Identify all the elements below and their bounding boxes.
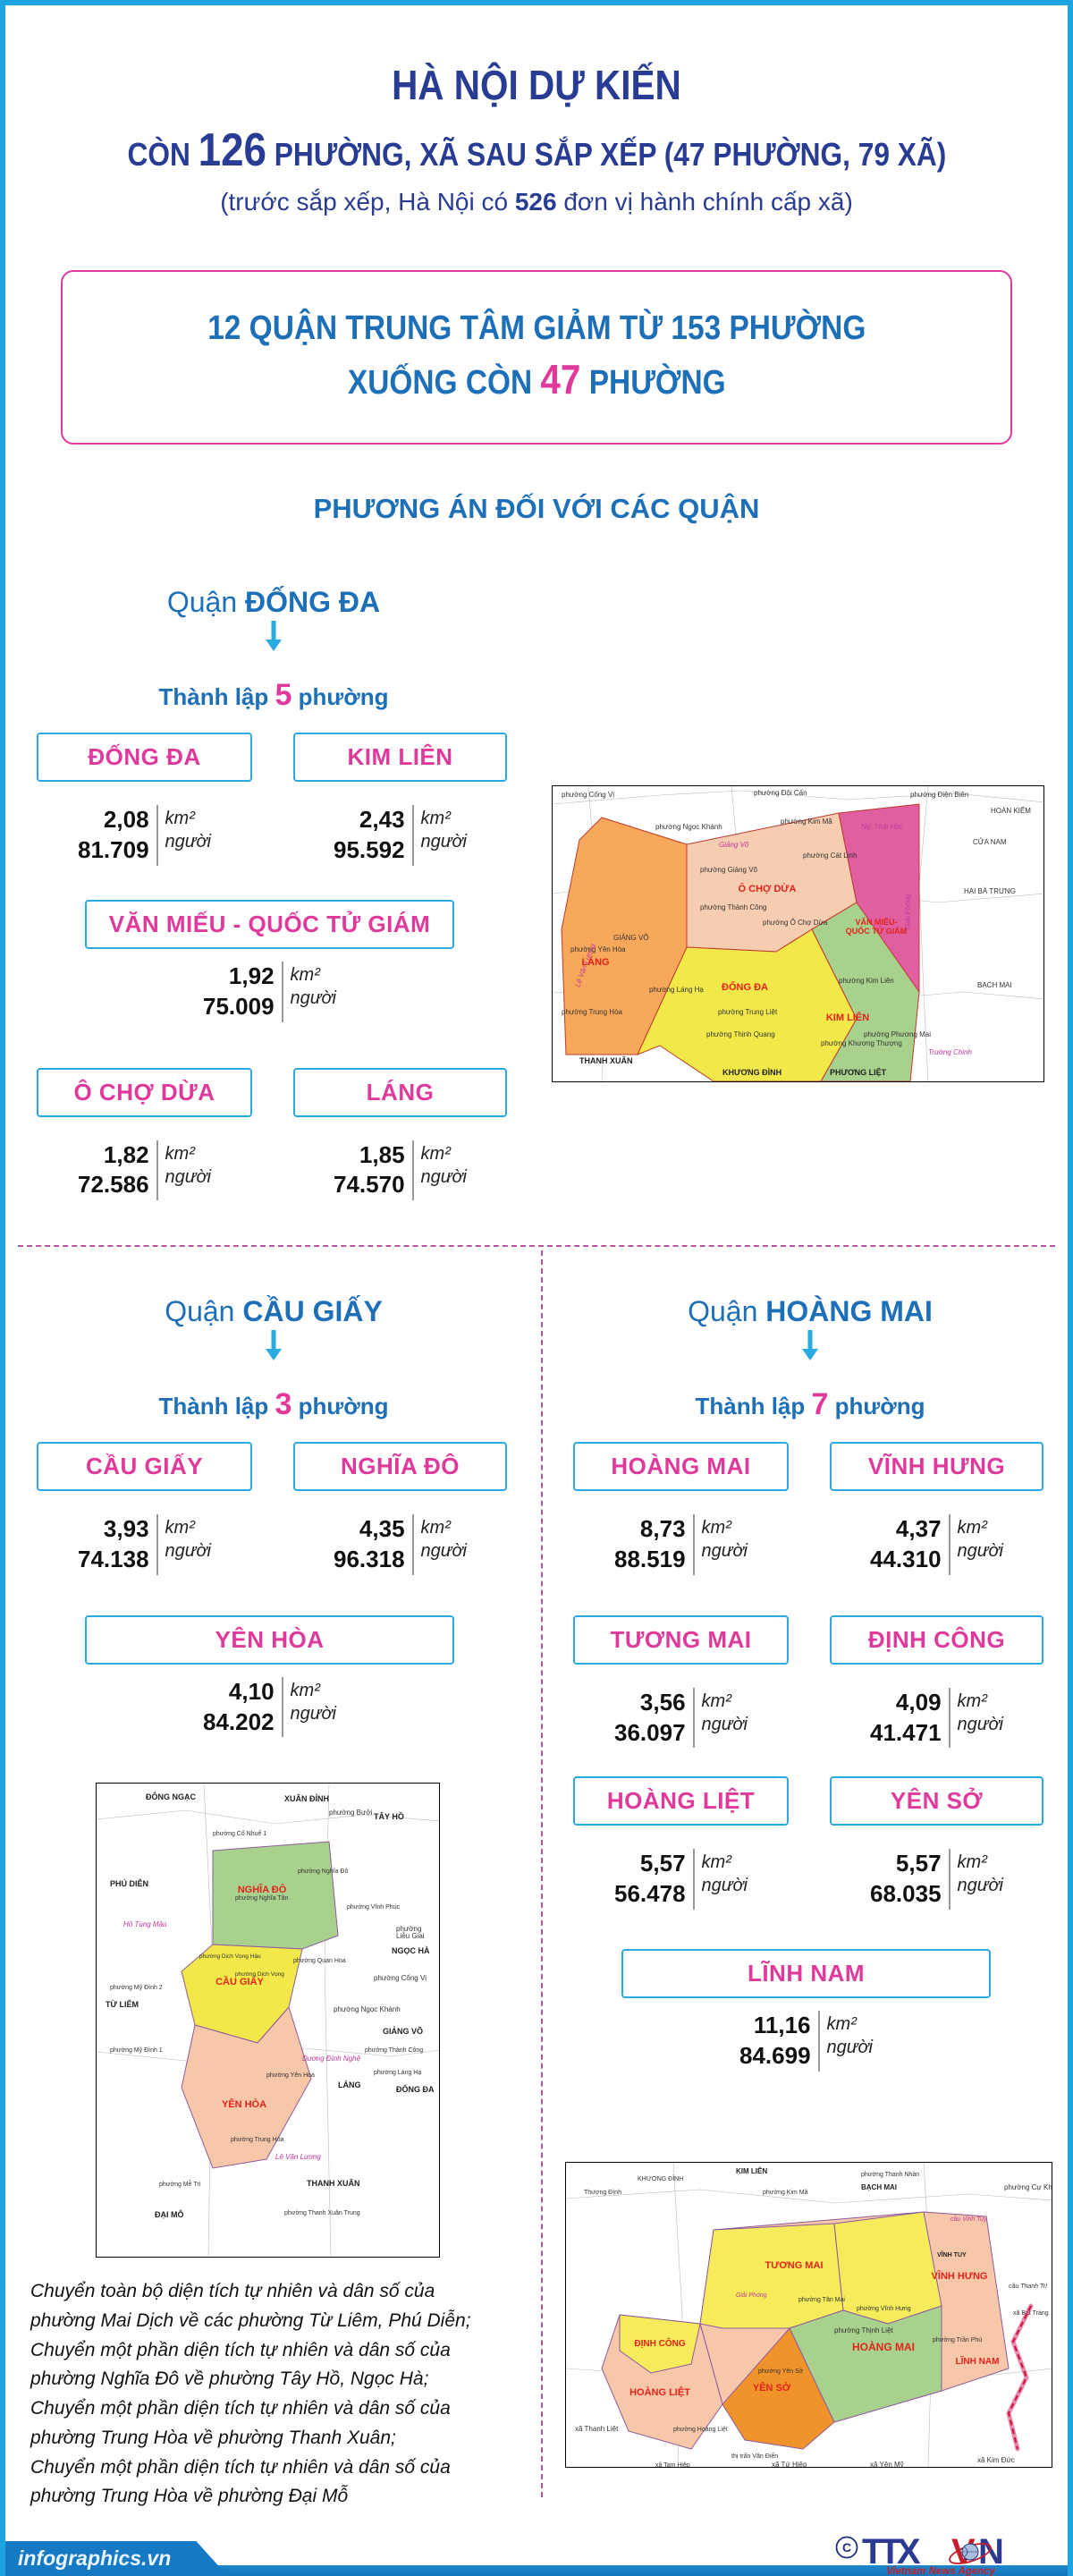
svg-text:xã Yên Mỹ: xã Yên Mỹ bbox=[870, 2461, 904, 2468]
svg-text:phường Trung Liệt: phường Trung Liệt bbox=[718, 1008, 778, 1016]
svg-text:phường Quan Hoa: phường Quan Hoa bbox=[293, 1958, 346, 1964]
svg-text:Giải Phóng: Giải Phóng bbox=[904, 894, 912, 929]
svg-text:phường Cống Vị: phường Cống Vị bbox=[374, 1974, 427, 1982]
svg-text:phường Cát Linh: phường Cát Linh bbox=[803, 852, 857, 860]
svg-text:LÁNG: LÁNG bbox=[338, 2080, 361, 2089]
svg-text:phường Trung Hòa: phường Trung Hòa bbox=[562, 1008, 623, 1016]
svg-text:phường Dịch Vọng: phường Dịch Vọng bbox=[235, 1971, 284, 1978]
svg-text:XUÂN ĐỈNH: XUÂN ĐỈNH bbox=[284, 1793, 329, 1803]
svg-text:phường Láng Hạ: phường Láng Hạ bbox=[649, 986, 704, 994]
svg-text:Ô CHỢ DỪA: Ô CHỢ DỪA bbox=[739, 883, 797, 894]
svg-text:phường Thịnh Quang: phường Thịnh Quang bbox=[706, 1030, 775, 1038]
svg-text:ĐẠI MỖ: ĐẠI MỖ bbox=[155, 2209, 184, 2219]
svg-text:QUỐC TỬ GIÁM: QUỐC TỬ GIÁM bbox=[846, 926, 907, 936]
svg-text:GIẢNG VÕ: GIẢNG VÕ bbox=[383, 2026, 423, 2036]
svg-text:phường Nghĩa Tân: phường Nghĩa Tân bbox=[235, 1895, 288, 1902]
svg-text:phường Đội Cấn: phường Đội Cấn bbox=[754, 789, 807, 797]
svg-text:TỪ LIÊM: TỪ LIÊM bbox=[106, 1999, 139, 2009]
svg-text:BẠCH MAI: BẠCH MAI bbox=[861, 2183, 897, 2191]
svg-text:phường Thanh Nhàn: phường Thanh Nhàn bbox=[861, 2172, 919, 2178]
svg-text:phường Khương Thượng: phường Khương Thượng bbox=[821, 1039, 902, 1047]
svg-text:phường Trung Hòa: phường Trung Hòa bbox=[231, 2137, 284, 2143]
svg-text:Trường Chinh: Trường Chinh bbox=[928, 1048, 972, 1056]
svg-text:phường Cổ Nhuế 1: phường Cổ Nhuế 1 bbox=[213, 1829, 266, 1837]
svg-text:phường Mễ Trì: phường Mễ Trì bbox=[159, 2180, 201, 2188]
svg-text:LĨNH NAM: LĨNH NAM bbox=[956, 2355, 1000, 2367]
svg-text:phường Thành Công: phường Thành Công bbox=[700, 903, 767, 911]
svg-text:xã Kim Đức: xã Kim Đức bbox=[977, 2456, 1015, 2464]
svg-text:Giảng Võ: Giảng Võ bbox=[719, 841, 749, 849]
svg-text:VĨNH HƯNG: VĨNH HƯNG bbox=[932, 2270, 988, 2282]
svg-text:HOÀNG MAI: HOÀNG MAI bbox=[852, 2340, 915, 2353]
svg-text:phường Ngọc Khánh: phường Ngọc Khánh bbox=[334, 2005, 401, 2013]
svg-text:KHƯƠNG ĐÌNH: KHƯƠNG ĐÌNH bbox=[638, 2174, 683, 2182]
svg-text:PHƯƠNG LIỆT: PHƯƠNG LIỆT bbox=[830, 1067, 887, 1077]
svg-text:phường Vĩnh Phúc: phường Vĩnh Phúc bbox=[347, 1904, 401, 1911]
svg-text:NGHĨA ĐÔ: NGHĨA ĐÔ bbox=[238, 1884, 287, 1895]
svg-text:phường Mỹ Đình 1: phường Mỹ Đình 1 bbox=[110, 2047, 163, 2054]
svg-text:THANH XUÂN: THANH XUÂN bbox=[307, 2178, 360, 2188]
svg-text:phường Nghĩa Đô: phường Nghĩa Đô bbox=[298, 1868, 348, 1875]
svg-text:Lê Văn Lương: Lê Văn Lương bbox=[275, 2153, 321, 2161]
svg-text:phường Cống Vị: phường Cống Vị bbox=[562, 791, 614, 799]
svg-text:Hồ Tùng Mậu: Hồ Tùng Mậu bbox=[123, 1920, 167, 1928]
svg-text:cầu Thanh Trì: cầu Thanh Trì bbox=[1009, 2282, 1047, 2290]
svg-text:KIM LIÊN: KIM LIÊN bbox=[826, 1012, 869, 1023]
svg-text:phường Yên Hòa: phường Yên Hòa bbox=[570, 945, 626, 953]
svg-text:KHƯƠNG ĐÌNH: KHƯƠNG ĐÌNH bbox=[722, 1068, 782, 1077]
svg-text:cầu Vĩnh Tuy: cầu Vĩnh Tuy bbox=[950, 2215, 987, 2223]
svg-text:KIM LIÊN: KIM LIÊN bbox=[736, 2167, 767, 2175]
svg-text:phường Cự Khối: phường Cự Khối bbox=[1004, 2183, 1052, 2191]
svg-text:phường Láng Hạ: phường Láng Hạ bbox=[374, 2070, 421, 2076]
svg-text:TƯƠNG MAI: TƯƠNG MAI bbox=[765, 2260, 824, 2271]
svg-text:NGỌC HÀ: NGỌC HÀ bbox=[392, 1946, 430, 1955]
svg-text:Vietnam News Agency: Vietnam News Agency bbox=[886, 2566, 995, 2576]
svg-text:phường Thanh Xuân Trung: phường Thanh Xuân Trung bbox=[284, 2210, 360, 2216]
svg-text:phường Phương Mai: phường Phương Mai bbox=[864, 1030, 931, 1038]
svg-text:CỬA NAM: CỬA NAM bbox=[973, 838, 1007, 846]
svg-text:Liễu Giai: Liễu Giai bbox=[396, 1932, 425, 1940]
svg-text:ĐỐNG ĐA: ĐỐNG ĐA bbox=[722, 980, 768, 993]
svg-text:phường Thành Công: phường Thành Công bbox=[365, 2047, 423, 2054]
svg-text:phường Dịch Vọng Hậu: phường Dịch Vọng Hậu bbox=[199, 1953, 261, 1960]
svg-text:VĂN MIẾU-: VĂN MIẾU- bbox=[856, 918, 898, 927]
svg-text:phường Vĩnh Hưng: phường Vĩnh Hưng bbox=[857, 2306, 911, 2312]
svg-text:YÊN HÒA: YÊN HÒA bbox=[222, 2098, 266, 2110]
svg-text:phường Kim Mã: phường Kim Mã bbox=[781, 818, 832, 826]
svg-text:THANH XUÂN: THANH XUÂN bbox=[579, 1055, 633, 1065]
svg-text:xã Bát Tràng: xã Bát Tràng bbox=[1013, 2310, 1049, 2317]
svg-text:ĐÔNG NGẠC: ĐÔNG NGẠC bbox=[146, 1792, 197, 1801]
svg-text:phường Kim Mã: phường Kim Mã bbox=[763, 2190, 808, 2196]
svg-text:phường Mỹ Đình 2: phường Mỹ Đình 2 bbox=[110, 1985, 163, 1991]
svg-text:HOÀN KIẾM: HOÀN KIẾM bbox=[991, 806, 1031, 815]
svg-text:TÂY HỒ: TÂY HỒ bbox=[374, 1811, 404, 1821]
svg-text:phường Thịnh Liệt: phường Thịnh Liệt bbox=[834, 2326, 893, 2334]
svg-text:GIẢNG VÕ: GIẢNG VÕ bbox=[613, 934, 649, 942]
svg-text:phường Điện Biên: phường Điện Biên bbox=[910, 791, 968, 799]
svg-text:HAI BÀ TRƯNG: HAI BÀ TRƯNG bbox=[964, 887, 1016, 895]
svg-text:phường Ngọc Khánh: phường Ngọc Khánh bbox=[655, 823, 722, 831]
svg-text:ĐỐNG ĐA: ĐỐNG ĐA bbox=[396, 2084, 435, 2094]
svg-text:C: C bbox=[842, 2540, 851, 2555]
svg-text:BẠCH MAI: BẠCH MAI bbox=[977, 981, 1012, 989]
svg-text:phường Yên Hòa: phường Yên Hòa bbox=[266, 2072, 315, 2079]
svg-text:Thượng Đình: Thượng Đình bbox=[584, 2190, 621, 2196]
svg-text:Dương Đình Nghệ: Dương Đình Nghệ bbox=[302, 2055, 361, 2063]
svg-text:phường Giảng Võ: phường Giảng Võ bbox=[700, 866, 758, 874]
svg-text:Ng. Thái Học: Ng. Thái Học bbox=[861, 823, 903, 831]
svg-text:phường Kim Liên: phường Kim Liên bbox=[839, 977, 894, 985]
svg-text:phường Bưởi: phường Bưởi bbox=[329, 1809, 373, 1817]
svg-text:PHÚ DIỄN: PHÚ DIỄN bbox=[110, 1878, 148, 1888]
svg-text:VĨNH TUY: VĨNH TUY bbox=[937, 2250, 967, 2258]
svg-text:phường Ô Chợ Dừa: phường Ô Chợ Dừa bbox=[763, 919, 828, 927]
svg-text:phường Trần Phú: phường Trần Phú bbox=[933, 2335, 982, 2343]
